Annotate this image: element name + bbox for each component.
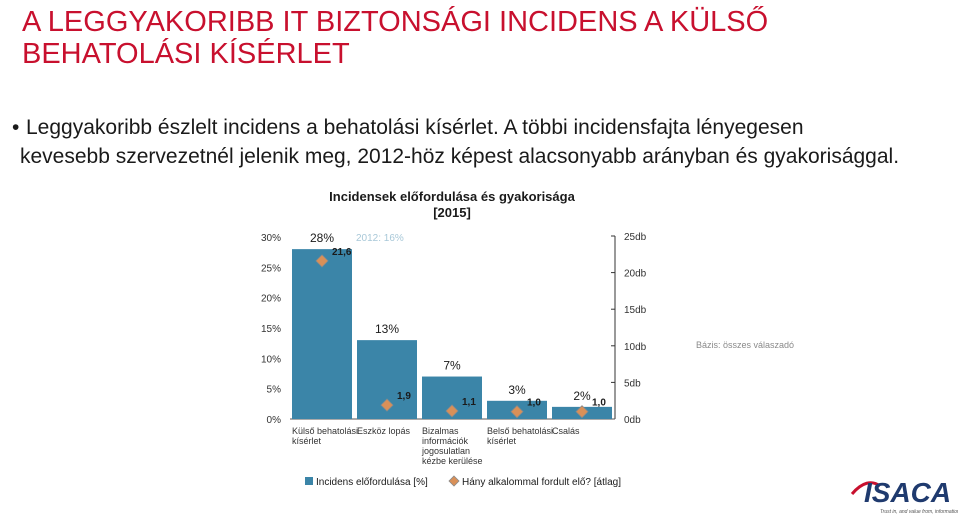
right-axis-tick-label: 25db <box>624 232 647 243</box>
left-axis-tick-label: 25% <box>261 263 281 274</box>
category-label: Eszköz lopás <box>357 426 411 436</box>
category-label: Csalás <box>552 426 580 436</box>
frequency-value-label: 21,6 <box>332 247 352 258</box>
category-label: jogosulatlan <box>421 446 470 456</box>
category-label: információk <box>422 436 469 446</box>
comparison-annotation: 2012: 16% <box>356 233 404 244</box>
legend-label-occurrence: Incidens előfordulása [%] <box>316 477 428 488</box>
category-label: kísérlet <box>487 436 517 446</box>
bar-value-label: 28% <box>310 231 334 245</box>
frequency-value-label: 1,0 <box>592 398 606 409</box>
logo-swoosh-icon <box>850 481 881 495</box>
right-axis-tick-label: 5db <box>624 378 641 389</box>
frequency-value-label: 1,0 <box>527 398 541 409</box>
frequency-marker <box>380 398 394 412</box>
chart-title: Incidensek előfordulása és gyakorisága <box>329 189 575 204</box>
legend-label-frequency: Hány alkalommal fordult elő? [átlag] <box>462 477 621 488</box>
chart-subtitle: [2015] <box>433 205 471 220</box>
category-label: Bizalmas <box>422 426 459 436</box>
isaca-logo: ISACA Trust in, and value from, informat… <box>850 477 958 515</box>
bullet-text: Leggyakoribb észlelt incidens a behatolá… <box>18 113 948 171</box>
frequency-marker <box>315 254 329 268</box>
bullet-marker: • <box>12 116 20 139</box>
incident-chart: Incidensek előfordulása és gyakorisága[2… <box>261 189 794 488</box>
right-axis-tick-label: 20db <box>624 269 647 280</box>
left-axis-tick-label: 0% <box>267 415 282 426</box>
logo-wordmark: ISACA <box>864 477 951 508</box>
category-label: Külső behatolási <box>292 426 358 436</box>
legend-swatch-frequency <box>448 475 460 487</box>
legend-swatch-occurrence <box>305 477 313 485</box>
frequency-value-label: 1,1 <box>462 397 476 408</box>
frequency-marker <box>445 404 459 418</box>
frequency-marker <box>510 405 524 419</box>
bullet-line-2: kevesebb szervezetnél jelenik meg, 2012-… <box>20 145 900 168</box>
bar-value-label: 2% <box>573 389 591 403</box>
frequency-value-label: 1,9 <box>397 391 411 402</box>
left-axis-tick-label: 15% <box>261 324 281 335</box>
left-axis-tick-label: 20% <box>261 294 281 305</box>
left-axis-tick-label: 30% <box>261 233 281 244</box>
bar-value-label: 7% <box>443 359 461 373</box>
left-axis-tick-label: 5% <box>267 385 282 396</box>
right-axis-tick-label: 15db <box>624 305 647 316</box>
bullet-line-1: Leggyakoribb észlelt incidens a behatolá… <box>26 116 804 139</box>
base-note: Bázis: összes válaszadó <box>696 340 794 350</box>
category-label: kísérlet <box>292 436 322 446</box>
bar-occurrence <box>292 249 352 419</box>
logo-tagline: Trust in, and value from, information sy… <box>880 509 958 515</box>
right-axis-tick-label: 0db <box>624 415 641 426</box>
left-axis-tick-label: 10% <box>261 354 281 365</box>
slide-title: A LEGGYAKORIBB IT BIZTONSÁGI INCIDENS A … <box>22 6 769 70</box>
category-label: Belső behatolási <box>487 426 553 436</box>
frequency-marker <box>575 405 589 419</box>
bar-value-label: 13% <box>375 322 399 336</box>
category-label: kézbe kerülése <box>422 456 483 466</box>
bar-value-label: 3% <box>508 383 526 397</box>
right-axis-tick-label: 10db <box>624 342 647 353</box>
